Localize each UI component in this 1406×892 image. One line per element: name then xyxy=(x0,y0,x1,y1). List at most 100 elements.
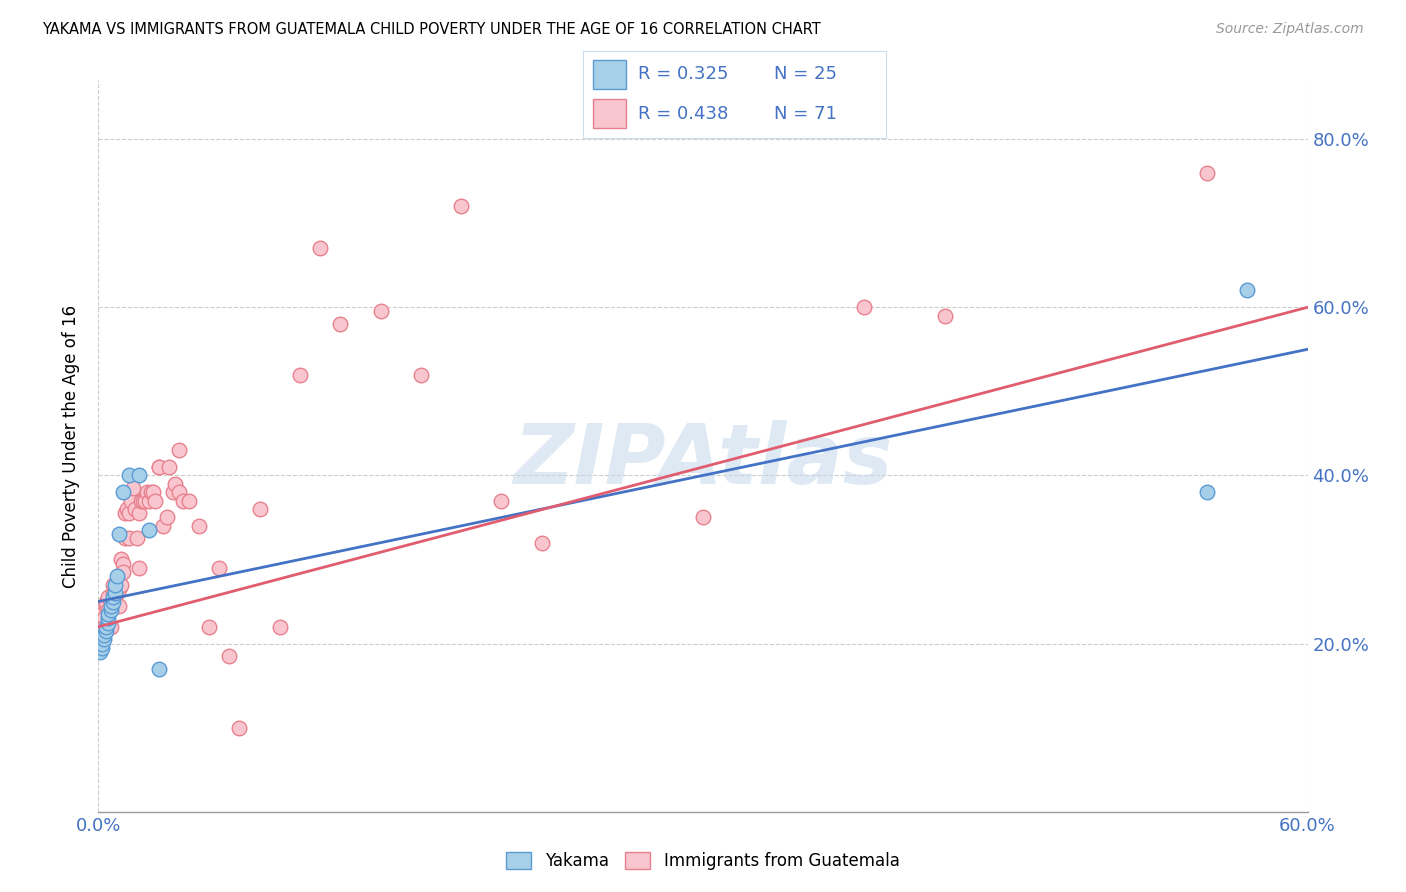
Point xyxy=(115,502,138,516)
Text: R = 0.438: R = 0.438 xyxy=(638,104,728,123)
Point xyxy=(1195,166,1218,180)
Point xyxy=(167,443,190,458)
Point xyxy=(96,594,118,608)
Point xyxy=(111,485,134,500)
Point xyxy=(107,582,129,596)
Point xyxy=(853,300,876,314)
Point xyxy=(97,611,120,625)
Point xyxy=(1195,485,1218,500)
Point xyxy=(288,368,311,382)
Point xyxy=(129,493,152,508)
Point xyxy=(143,493,166,508)
Point xyxy=(148,460,170,475)
Point xyxy=(934,309,956,323)
Point xyxy=(138,523,160,537)
Point xyxy=(91,607,114,622)
Point xyxy=(530,535,553,549)
Point xyxy=(103,586,125,600)
Point xyxy=(100,599,122,613)
Point xyxy=(93,620,115,634)
Point xyxy=(118,468,141,483)
Point xyxy=(100,603,122,617)
Y-axis label: Child Poverty Under the Age of 16: Child Poverty Under the Age of 16 xyxy=(62,304,80,588)
Point xyxy=(128,561,150,575)
Point xyxy=(101,578,124,592)
Point xyxy=(138,493,160,508)
Point xyxy=(101,594,124,608)
Point xyxy=(96,599,118,613)
Text: N = 71: N = 71 xyxy=(773,104,837,123)
Point xyxy=(450,199,472,213)
Point xyxy=(97,603,120,617)
Text: R = 0.325: R = 0.325 xyxy=(638,65,728,84)
Point xyxy=(107,599,129,613)
Point xyxy=(105,586,128,600)
Point xyxy=(156,510,179,524)
Point xyxy=(148,662,170,676)
Point xyxy=(91,636,114,650)
Point xyxy=(491,493,513,508)
Point xyxy=(118,532,141,546)
Point xyxy=(309,242,332,256)
Point xyxy=(89,603,111,617)
Point xyxy=(97,607,120,622)
Point xyxy=(110,552,132,566)
Point xyxy=(142,485,165,500)
Point xyxy=(128,468,150,483)
Point xyxy=(96,624,118,638)
Point xyxy=(97,615,120,630)
Point xyxy=(135,485,157,500)
Point xyxy=(163,476,186,491)
Point xyxy=(124,502,146,516)
Point xyxy=(208,561,231,575)
Point xyxy=(148,460,170,475)
Point xyxy=(89,645,111,659)
Point xyxy=(692,510,714,524)
Point xyxy=(134,493,156,508)
Point xyxy=(107,527,129,541)
Point xyxy=(157,460,180,475)
Point xyxy=(370,304,392,318)
Point xyxy=(101,591,124,605)
Point xyxy=(152,519,174,533)
Point xyxy=(100,599,122,613)
Point xyxy=(114,532,136,546)
Point xyxy=(167,485,190,500)
Point xyxy=(139,485,162,500)
Point xyxy=(105,578,128,592)
Text: YAKAMA VS IMMIGRANTS FROM GUATEMALA CHILD POVERTY UNDER THE AGE OF 16 CORRELATIO: YAKAMA VS IMMIGRANTS FROM GUATEMALA CHIL… xyxy=(42,22,821,37)
Point xyxy=(121,481,143,495)
Point xyxy=(111,565,134,579)
Point xyxy=(114,506,136,520)
Point xyxy=(103,591,125,605)
Point xyxy=(172,493,194,508)
Point xyxy=(103,578,125,592)
Point xyxy=(120,493,142,508)
Point xyxy=(103,582,125,596)
Point xyxy=(228,721,250,735)
Point xyxy=(93,628,115,642)
Point xyxy=(132,493,155,508)
Text: ZIPAtlas: ZIPAtlas xyxy=(513,420,893,501)
Point xyxy=(100,620,122,634)
Point xyxy=(118,506,141,520)
Point xyxy=(198,620,221,634)
Point xyxy=(105,569,128,583)
Point xyxy=(93,632,115,647)
Point xyxy=(329,317,352,331)
Point xyxy=(111,557,134,571)
Point xyxy=(101,586,124,600)
FancyBboxPatch shape xyxy=(592,99,626,128)
Text: Source: ZipAtlas.com: Source: ZipAtlas.com xyxy=(1216,22,1364,37)
Point xyxy=(269,620,291,634)
FancyBboxPatch shape xyxy=(592,61,626,89)
Text: N = 25: N = 25 xyxy=(773,65,837,84)
Point xyxy=(249,502,271,516)
Point xyxy=(91,640,114,655)
Point xyxy=(128,506,150,520)
Point xyxy=(110,578,132,592)
Point xyxy=(125,532,148,546)
Point xyxy=(179,493,201,508)
Legend: Yakama, Immigrants from Guatemala: Yakama, Immigrants from Guatemala xyxy=(499,845,907,877)
Point xyxy=(162,485,184,500)
